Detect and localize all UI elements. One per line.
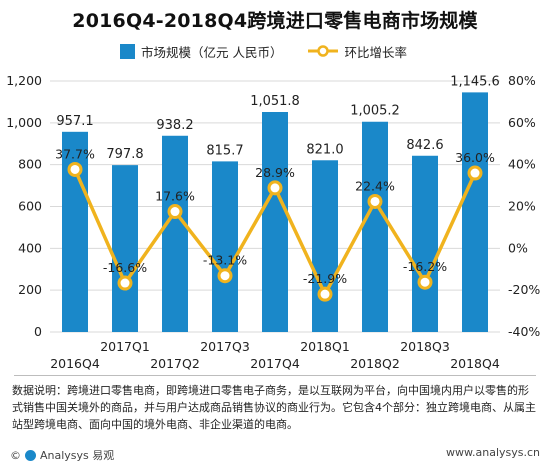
bar-value-label: 957.1 bbox=[56, 114, 93, 129]
growth-rate-point bbox=[117, 275, 133, 291]
chart-legend: 市场规模（亿元 人民币） 环比增长率 bbox=[120, 42, 433, 60]
y-left-tick-label: 400 bbox=[18, 240, 42, 255]
bar-value-label: 1,005.2 bbox=[350, 104, 400, 119]
growth-rate-point bbox=[367, 193, 383, 209]
growth-rate-point bbox=[417, 274, 433, 290]
bar-value-label: 797.8 bbox=[106, 147, 143, 162]
x-category-label: 2017Q2 bbox=[150, 356, 200, 371]
x-category-label: 2016Q4 bbox=[50, 356, 100, 371]
data-note: 数据说明：跨境进口零售电商，即跨境进口零售电子商务，是以互联网为平台，向中国境内… bbox=[12, 384, 536, 431]
bar bbox=[262, 111, 288, 332]
growth-rate-label: 22.4% bbox=[355, 178, 395, 193]
bar-value-label: 1,145.6 bbox=[450, 74, 500, 89]
y-left-tick-label: 600 bbox=[18, 199, 42, 214]
bar bbox=[112, 165, 138, 332]
footer-site: www.analysys.cn bbox=[446, 446, 540, 459]
x-category-label: 2017Q3 bbox=[200, 339, 250, 354]
growth-rate-label: 28.9% bbox=[255, 165, 295, 180]
legend-line-label: 环比增长率 bbox=[344, 44, 407, 60]
y-left-tick-label: 1,200 bbox=[6, 73, 42, 88]
analysys-logo-icon bbox=[25, 449, 36, 461]
y-left-tick-label: 200 bbox=[18, 282, 42, 297]
legend-item-market-size: 市场规模（亿元 人民币） bbox=[120, 42, 282, 61]
y-right-tick-label: 40% bbox=[508, 157, 536, 172]
growth-rate-point bbox=[217, 268, 233, 284]
bar-value-label: 1,051.8 bbox=[250, 94, 300, 109]
growth-rate-label: -13.1% bbox=[203, 253, 247, 268]
bar-value-label: 815.7 bbox=[206, 143, 243, 158]
y-left-tick-label: 800 bbox=[18, 157, 42, 172]
combo-chart: 0 -40% 200 -20% 400 0% 600 20% 800 40% 1,000 60% 1,2… bbox=[6, 73, 540, 371]
growth-rate-label: 17.6% bbox=[155, 189, 195, 204]
y-right-tick-label: 60% bbox=[508, 115, 536, 130]
bar bbox=[312, 160, 338, 332]
growth-rate-point bbox=[167, 204, 183, 220]
x-category-label: 2018Q4 bbox=[450, 356, 500, 371]
bar-value-label: 842.6 bbox=[406, 138, 443, 153]
bar bbox=[212, 161, 238, 332]
legend-bar-swatch bbox=[120, 43, 135, 59]
chart-title: 2016Q4-2018Q4跨境进口零售电商市场规模 bbox=[72, 10, 478, 32]
footer-brand: © Analysys 易观 bbox=[10, 446, 114, 464]
x-category-label: 2018Q2 bbox=[350, 356, 400, 371]
y-right-tick-label: -20% bbox=[508, 282, 540, 297]
bar-value-label: 821.0 bbox=[306, 142, 343, 157]
y-right-tick-label: 80% bbox=[508, 73, 536, 88]
y-right-tick-label: 20% bbox=[508, 199, 536, 214]
x-category-label: 2017Q4 bbox=[250, 356, 300, 371]
bar bbox=[62, 131, 88, 332]
growth-rate-point bbox=[267, 180, 283, 196]
growth-rate-label: -16.2% bbox=[403, 259, 447, 274]
growth-rate-label: 36.0% bbox=[455, 150, 495, 165]
x-category-label: 2018Q3 bbox=[400, 339, 450, 354]
growth-rate-point bbox=[317, 286, 333, 302]
growth-rate-point bbox=[67, 161, 83, 177]
legend-line-swatch bbox=[308, 45, 339, 57]
y-right-tick-label: 0% bbox=[508, 240, 528, 255]
legend-item-growth-rate: 环比增长率 bbox=[308, 42, 407, 61]
bar bbox=[162, 135, 188, 332]
bar bbox=[412, 155, 438, 332]
bar-value-label: 938.2 bbox=[156, 118, 193, 133]
x-category-label: 2018Q1 bbox=[300, 339, 350, 354]
y-right-tick-label: -40% bbox=[508, 324, 540, 339]
y-left-tick-label: 0 bbox=[34, 324, 42, 339]
bar bbox=[462, 92, 488, 332]
x-category-label: 2017Q1 bbox=[100, 339, 150, 354]
growth-rate-point bbox=[467, 165, 483, 181]
footer-brand-text: Analysys 易观 bbox=[40, 449, 115, 462]
growth-rate-label: -21.9% bbox=[303, 271, 347, 286]
y-left-tick-label: 1,000 bbox=[6, 115, 42, 130]
divider bbox=[14, 375, 536, 376]
legend-bar-label: 市场规模（亿元 人民币） bbox=[141, 44, 283, 60]
bar bbox=[362, 121, 388, 332]
copyright-mark: © bbox=[10, 448, 21, 462]
footer: © Analysys 易观 www.analysys.cn bbox=[10, 446, 540, 464]
growth-rate-label: 37.7% bbox=[55, 146, 95, 161]
growth-rate-label: -16.6% bbox=[103, 260, 147, 275]
